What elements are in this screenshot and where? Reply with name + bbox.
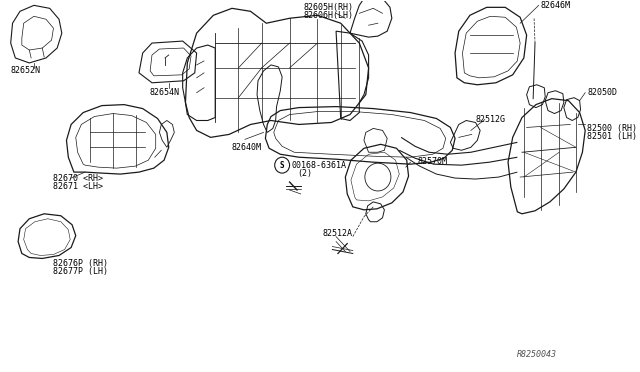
Text: 82512G: 82512G xyxy=(476,115,506,124)
Text: 82640M: 82640M xyxy=(232,143,262,152)
Text: 00168-6361A: 00168-6361A xyxy=(291,161,346,170)
Text: 82652N: 82652N xyxy=(11,66,41,75)
Text: 82050D: 82050D xyxy=(587,88,617,97)
Text: 82670 <RH>: 82670 <RH> xyxy=(52,174,102,183)
Text: 82677P (LH): 82677P (LH) xyxy=(52,267,108,276)
Text: 82676P (RH): 82676P (RH) xyxy=(52,259,108,269)
Text: S: S xyxy=(280,161,284,170)
Text: 82671 <LH>: 82671 <LH> xyxy=(52,182,102,191)
Text: 82500 (RH): 82500 (RH) xyxy=(587,125,637,134)
Text: R8250043: R8250043 xyxy=(517,350,557,359)
Text: 82605H(RH): 82605H(RH) xyxy=(303,3,353,12)
Text: 82501 (LH): 82501 (LH) xyxy=(587,132,637,141)
Text: 82512A: 82512A xyxy=(322,229,352,238)
Text: 82646M: 82646M xyxy=(541,1,571,10)
Text: 82654N: 82654N xyxy=(149,88,179,97)
Text: 82570M: 82570M xyxy=(418,157,448,166)
Text: (2): (2) xyxy=(297,169,312,178)
Text: 82606H(LH): 82606H(LH) xyxy=(303,11,353,20)
